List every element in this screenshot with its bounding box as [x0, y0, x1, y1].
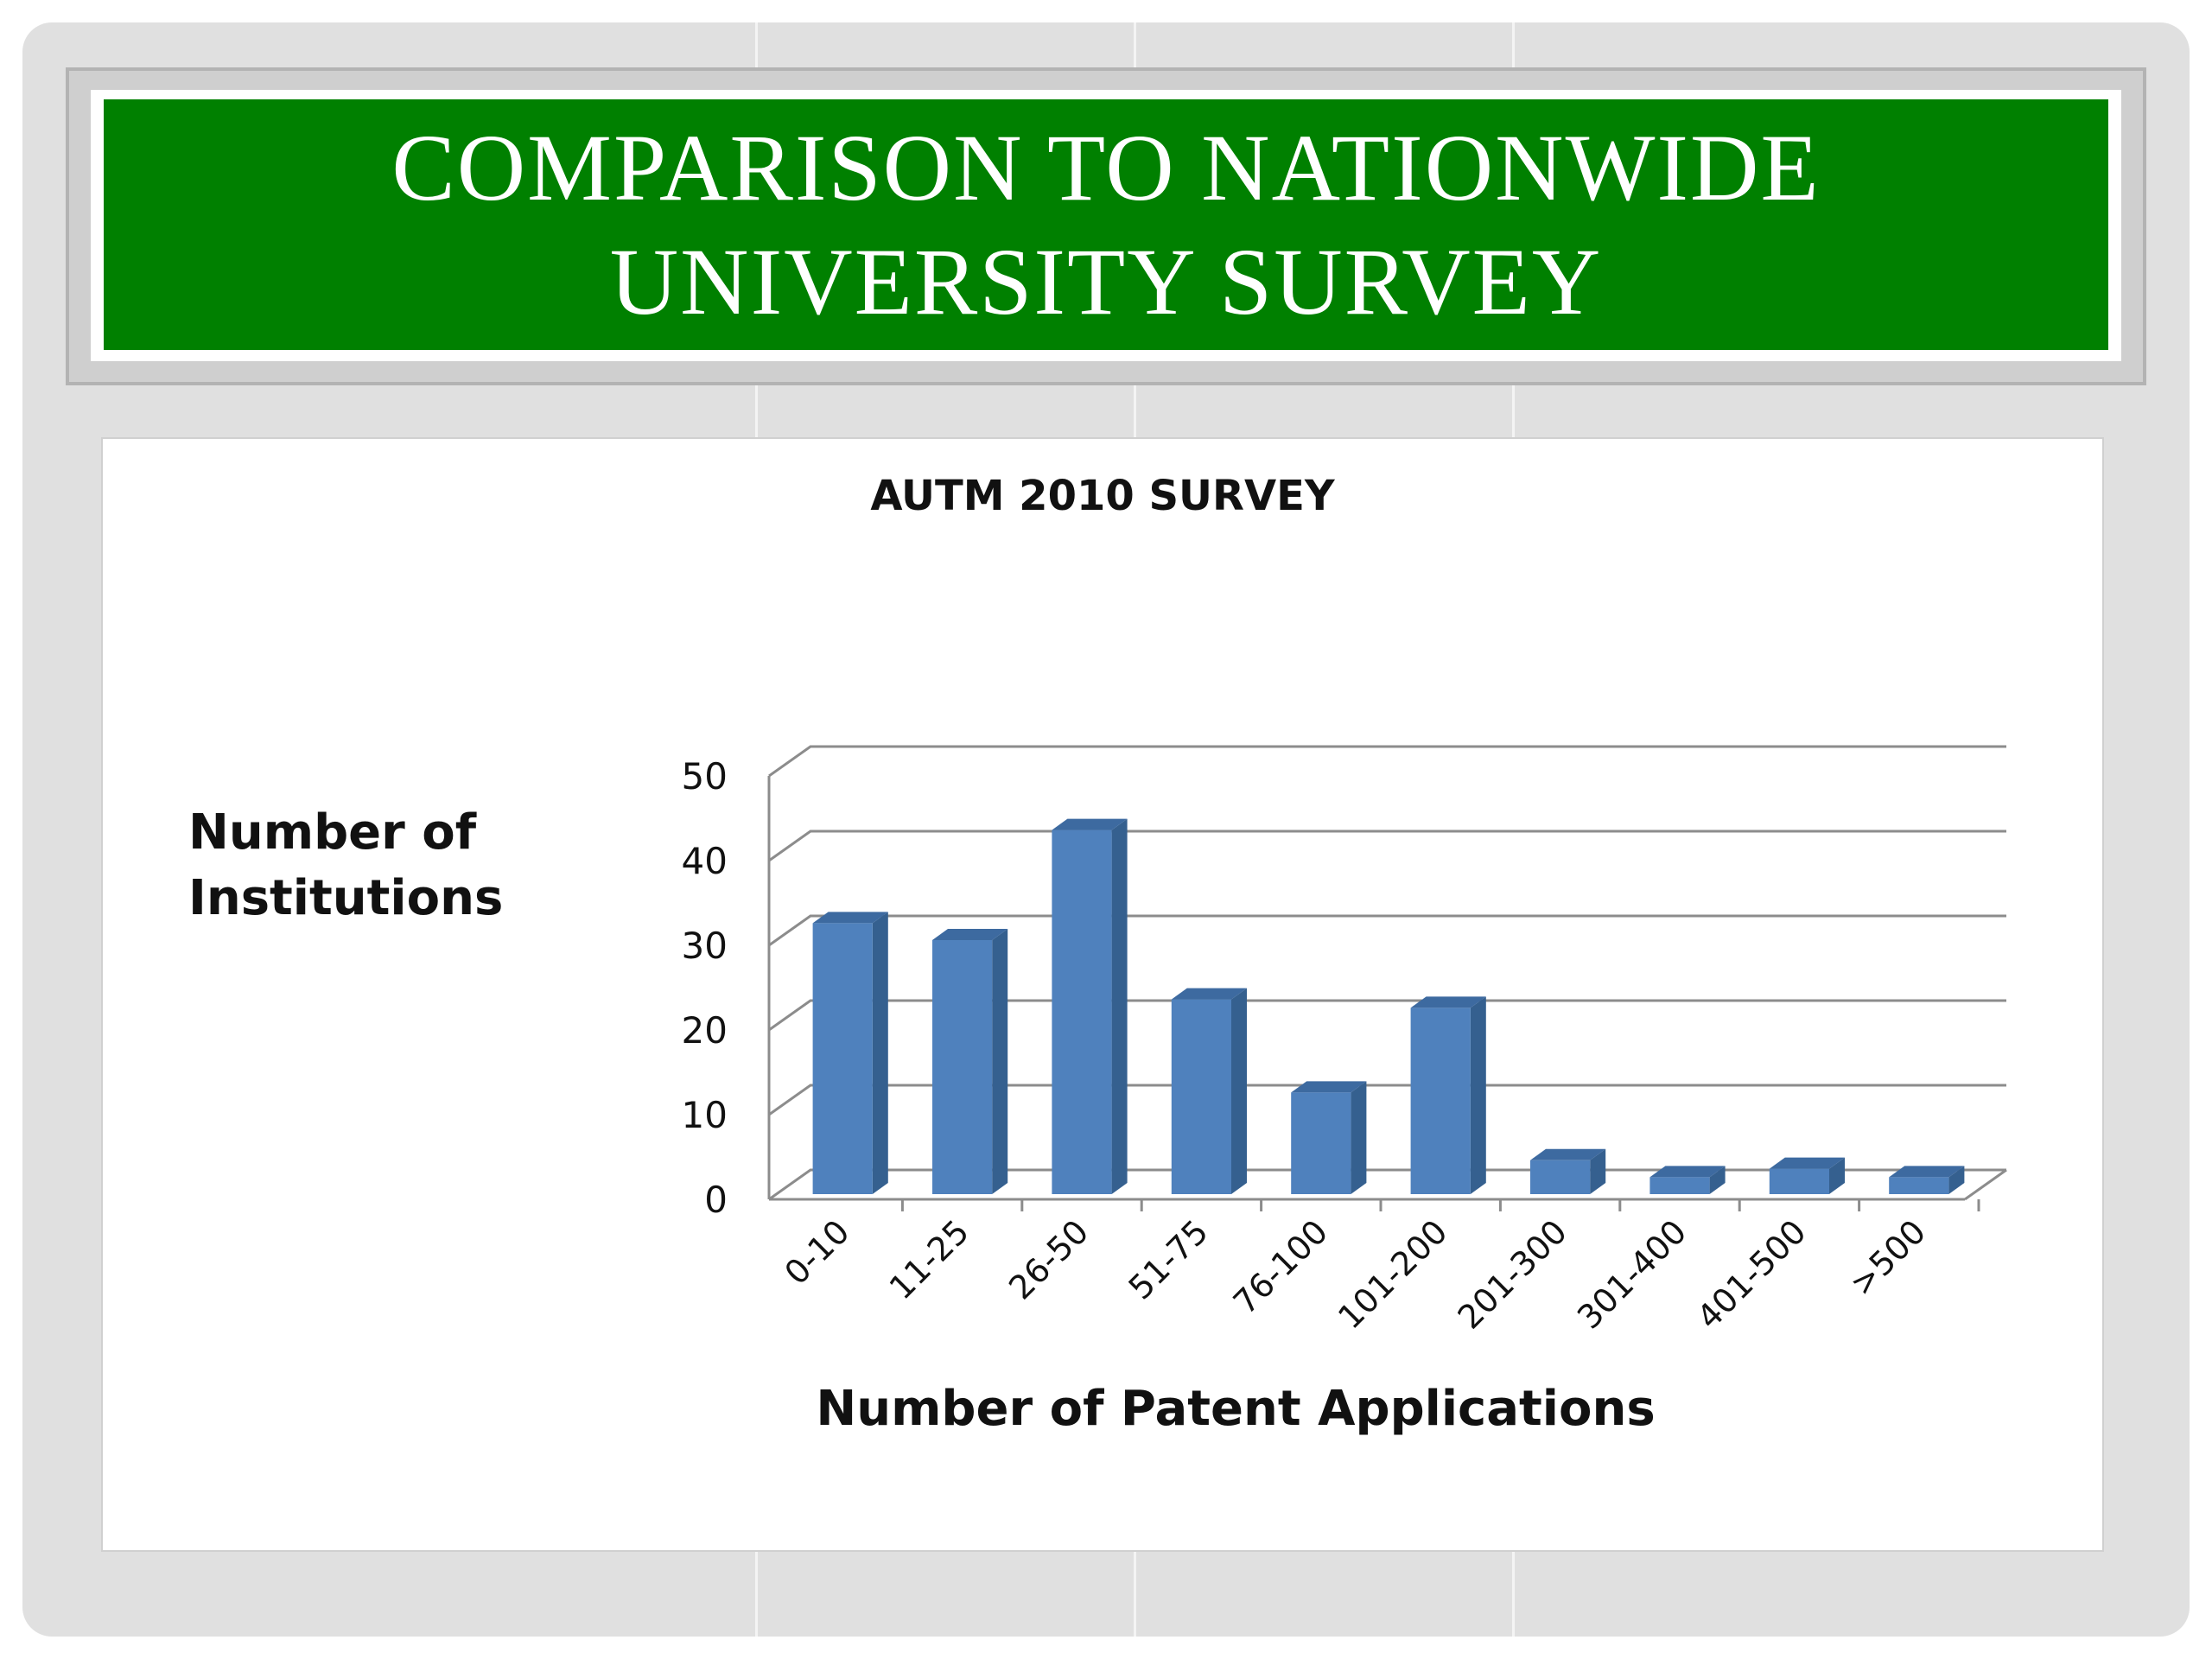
y-tick-label: 20 — [682, 1009, 728, 1052]
slide-title: COMPARISON TO NATIONWIDE UNIVERSITY SURV… — [391, 115, 1821, 334]
bar-side — [1948, 1166, 1965, 1194]
bar-top — [1769, 1157, 1845, 1169]
bar — [1171, 999, 1231, 1194]
bar — [812, 923, 873, 1194]
x-tick-label: 301-400 — [1570, 1212, 1694, 1336]
bar-side — [1590, 1148, 1606, 1194]
y-axis-label: Number of Institutions — [188, 804, 504, 926]
bar — [1291, 1092, 1351, 1194]
gridline — [768, 1168, 2006, 1201]
x-tick-label: 401-500 — [1689, 1212, 1813, 1336]
bar-side — [1709, 1166, 1726, 1194]
bar-side — [1231, 988, 1247, 1194]
y-tick-label: 30 — [682, 925, 728, 967]
y-tick-label: 50 — [682, 755, 728, 798]
bar-side — [1470, 996, 1486, 1194]
bar — [932, 940, 993, 1194]
y-tick-label: 10 — [682, 1094, 728, 1136]
chart-title: AUTM 2010 SURVEY — [870, 472, 1335, 520]
x-tick-label: 11-25 — [882, 1212, 976, 1306]
bar-top — [1410, 996, 1486, 1008]
bar — [1649, 1177, 1710, 1194]
x-tick-label: 26-50 — [1001, 1212, 1096, 1306]
bar-top — [1530, 1148, 1606, 1160]
bar-top — [1171, 988, 1247, 1000]
bar-top — [812, 912, 888, 924]
bar-top — [1889, 1166, 1965, 1178]
bar-side — [872, 912, 888, 1194]
bar-top — [932, 929, 1008, 940]
gridline — [768, 830, 2006, 862]
bar-side — [992, 929, 1008, 1194]
x-tick-label: 201-300 — [1451, 1212, 1574, 1336]
bar — [1530, 1160, 1591, 1194]
bar — [1410, 1007, 1471, 1194]
bar-top — [1052, 818, 1128, 830]
gridline — [768, 1084, 2006, 1116]
x-tick-label: 101-200 — [1331, 1212, 1454, 1336]
gridline — [768, 914, 2006, 947]
x-axis-label: Number of Patent Applications — [816, 1381, 1656, 1437]
bar-side — [1829, 1157, 1845, 1194]
bar-side — [1351, 1081, 1367, 1194]
floor-edge — [1964, 1168, 2007, 1201]
x-tick-label: 51-75 — [1122, 1212, 1216, 1306]
y-tick-label: 40 — [682, 840, 728, 882]
title-banner: COMPARISON TO NATIONWIDE UNIVERSITY SURV… — [104, 99, 2108, 350]
bar-top — [1649, 1166, 1726, 1178]
gridline — [768, 999, 2006, 1032]
bar — [1889, 1177, 1949, 1194]
x-tick-label: 76-100 — [1226, 1212, 1335, 1321]
bar — [1769, 1168, 1829, 1194]
bar — [1052, 830, 1112, 1194]
x-tick-label: >500 — [1842, 1212, 1933, 1303]
gridline — [768, 745, 2006, 778]
x-tick-label: 0-10 — [777, 1212, 856, 1292]
bar-top — [1291, 1081, 1367, 1093]
bar-side — [1111, 818, 1128, 1194]
y-tick-label: 0 — [704, 1179, 728, 1221]
